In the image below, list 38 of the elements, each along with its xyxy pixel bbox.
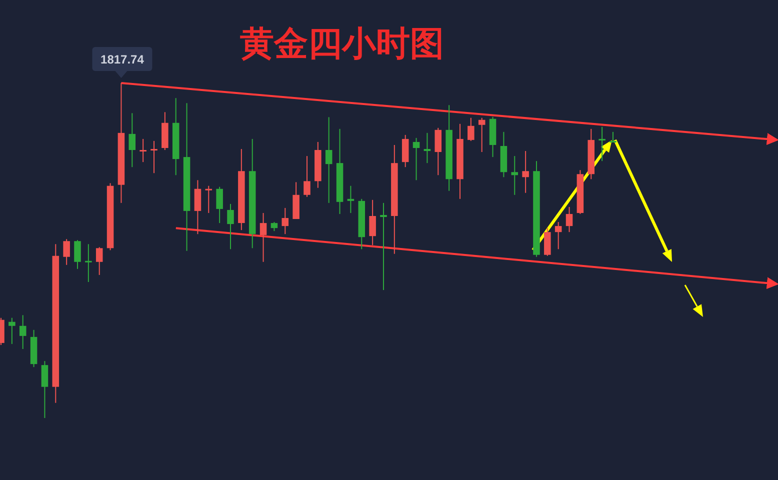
annotation: 1817.74 [100,52,144,66]
candlestick [227,203,234,250]
candlestick [434,127,442,176]
candlestick [544,228,551,256]
candlestick [424,132,431,164]
candlestick [522,150,529,194]
candlestick [325,116,332,204]
candlestick [282,207,289,235]
candlestick [270,222,278,232]
candlestick [205,185,212,214]
annotation: 1817.74 [92,47,152,78]
chart-title: 黄金四小时图 [240,25,444,63]
candlestick [150,140,158,174]
candlestick [402,134,409,168]
candlestick [566,206,573,233]
candlestick [468,117,474,142]
candlestick [260,212,267,262]
candlestick [598,126,606,162]
candlestick [610,131,616,142]
candlestick [194,180,202,235]
candlestick [19,314,26,350]
candlestick [128,112,136,168]
candlestick [412,137,420,181]
candlestick [380,202,387,291]
candlestick [41,360,48,418]
candlestick [511,156,518,196]
candlestick [140,138,146,163]
candlestick [8,317,16,344]
candlestick [74,240,81,270]
candlestick [216,186,223,224]
candlestick [96,246,103,276]
candlestick [554,222,562,250]
candlestick [63,238,70,266]
candlestick [304,156,310,198]
candlestick [478,117,486,153]
candlestick [347,185,354,214]
candlestick [369,199,376,246]
candlestick [85,244,92,282]
